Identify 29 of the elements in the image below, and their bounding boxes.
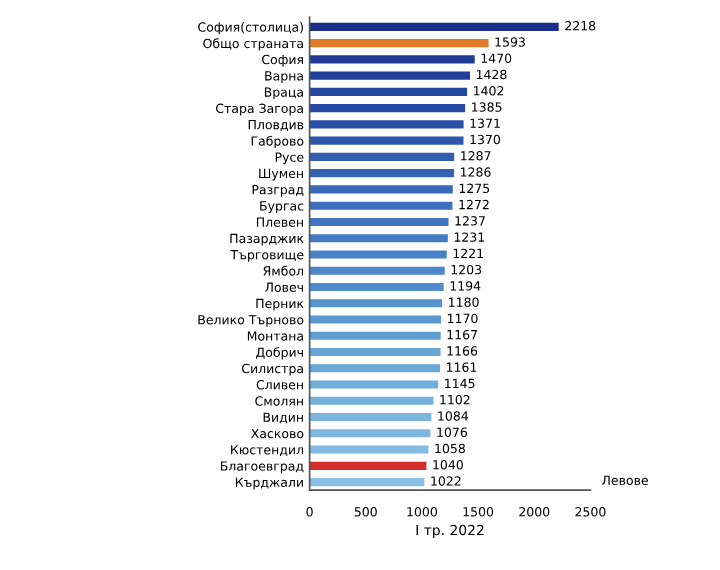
bar [309, 217, 449, 227]
bar [309, 331, 441, 340]
bar [309, 136, 464, 145]
bar [309, 347, 441, 357]
bar [309, 169, 455, 178]
bar [309, 22, 559, 31]
bar [309, 266, 445, 275]
bar [309, 71, 470, 80]
bar [309, 282, 444, 292]
bar [309, 234, 448, 243]
bar [309, 478, 425, 487]
bar [309, 299, 443, 308]
bar [309, 396, 434, 405]
bar [309, 364, 440, 373]
bar [309, 250, 447, 259]
bar [309, 380, 439, 389]
bar [309, 185, 453, 194]
bar [309, 201, 453, 210]
bar [309, 87, 468, 96]
bar [309, 104, 466, 113]
bar [309, 120, 464, 129]
bar [309, 412, 432, 422]
bar [309, 445, 429, 454]
bar [309, 429, 431, 438]
bar [309, 315, 442, 324]
bar [309, 55, 475, 64]
bar [309, 39, 489, 48]
bar [309, 152, 455, 161]
bar [309, 461, 427, 470]
